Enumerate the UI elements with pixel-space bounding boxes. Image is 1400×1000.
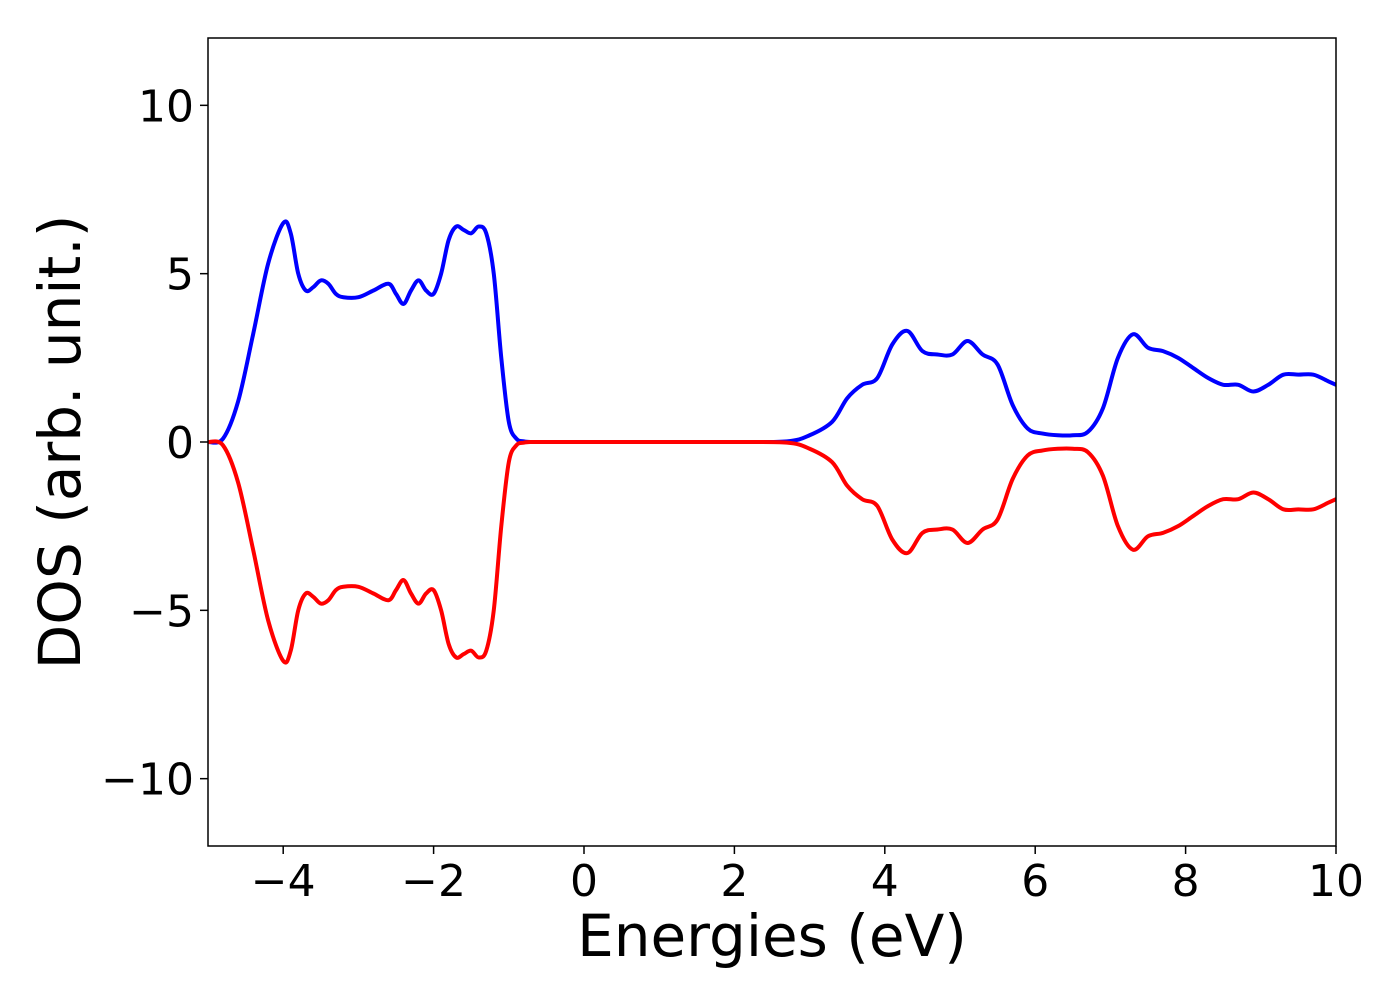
- x-tick-label: −4: [251, 856, 316, 907]
- y-tick-label: −5: [129, 586, 194, 637]
- y-axis-ticks: 10 5 0 −5 −10: [101, 81, 208, 806]
- y-tick-label: 10: [138, 81, 194, 132]
- x-tick-label: −2: [401, 856, 466, 907]
- x-tick-label: 6: [1021, 856, 1049, 907]
- y-tick-label: 5: [166, 250, 194, 301]
- y-tick-label: −10: [101, 755, 194, 806]
- series-layer: [208, 219, 1336, 665]
- x-tick-label: 8: [1172, 856, 1200, 907]
- series-line-0: [208, 219, 1336, 445]
- x-axis-ticks: −4 −2 0 2 4 6 8 10: [251, 846, 1364, 907]
- y-axis-label: DOS (arb. unit.): [26, 215, 94, 670]
- y-tick-label: 0: [166, 418, 194, 469]
- x-tick-label: 2: [720, 856, 748, 907]
- x-tick-label: 10: [1308, 856, 1364, 907]
- x-tick-label: 4: [871, 856, 899, 907]
- x-tick-label: 0: [570, 856, 598, 907]
- series-line-1: [208, 439, 1336, 665]
- x-axis-label: Energies (eV): [577, 902, 967, 970]
